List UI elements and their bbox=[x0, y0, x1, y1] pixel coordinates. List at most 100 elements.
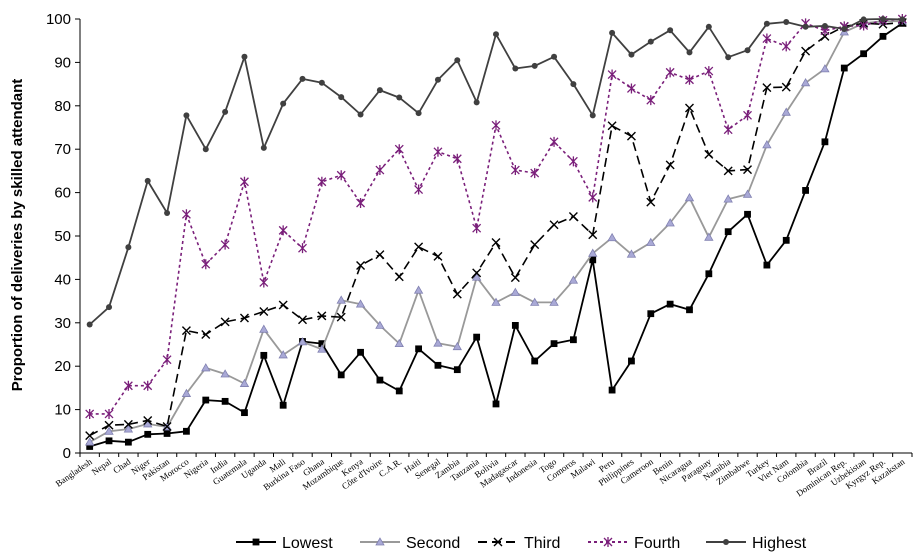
series-point-highest bbox=[570, 81, 577, 88]
series-point-highest bbox=[106, 304, 113, 311]
series-point-lowest bbox=[453, 366, 461, 374]
series-point-fourth bbox=[317, 176, 327, 187]
series-point-third bbox=[646, 197, 656, 207]
series-point-lowest bbox=[628, 357, 635, 365]
x-tick-label: C.A.R. bbox=[377, 456, 403, 479]
series-point-fourth bbox=[104, 408, 114, 419]
series-point-fourth bbox=[762, 33, 772, 44]
series-point-lowest bbox=[144, 430, 152, 438]
series-point-lowest bbox=[647, 310, 655, 318]
series-point-fourth bbox=[298, 243, 307, 254]
series-point-third bbox=[356, 261, 366, 271]
series-point-third bbox=[317, 311, 327, 321]
series-point-lowest bbox=[105, 437, 113, 445]
series-point-second bbox=[355, 299, 366, 308]
series-point-third bbox=[414, 242, 424, 252]
series-line-fourth bbox=[89, 18, 903, 415]
series-point-fourth bbox=[549, 136, 559, 147]
series-point-second bbox=[800, 77, 811, 87]
y-tick-label: 10 bbox=[54, 402, 71, 419]
series-point-highest bbox=[493, 31, 499, 38]
x-tick-label: Nepal bbox=[90, 456, 114, 477]
series-point-lowest bbox=[705, 270, 713, 278]
series-point-second bbox=[84, 437, 95, 446]
series-point-highest bbox=[899, 16, 906, 23]
series-point-fourth bbox=[723, 124, 733, 135]
series-point-second bbox=[762, 140, 772, 149]
series-point-highest bbox=[299, 75, 306, 82]
series-point-highest bbox=[686, 49, 693, 56]
series-point-second bbox=[607, 232, 617, 242]
y-tick-label: 40 bbox=[54, 271, 71, 288]
series-point-highest bbox=[841, 25, 848, 32]
series-point-third bbox=[801, 46, 811, 56]
series-point-second bbox=[723, 194, 733, 203]
series-point-highest bbox=[725, 54, 732, 61]
series-point-fourth bbox=[181, 209, 191, 220]
series-point-highest bbox=[125, 244, 132, 251]
series-point-fourth bbox=[162, 354, 172, 365]
series-point-second bbox=[452, 341, 462, 351]
series-point-third bbox=[433, 251, 443, 261]
series-point-second bbox=[123, 424, 134, 433]
series-point-fourth bbox=[472, 223, 482, 234]
legend-item-highest: Highest bbox=[706, 535, 807, 552]
series-point-highest bbox=[589, 112, 596, 119]
x-tick-label: Chad bbox=[111, 456, 133, 475]
series-point-third bbox=[491, 238, 501, 248]
legend-label-highest: Highest bbox=[752, 535, 807, 552]
series-line-third bbox=[89, 21, 903, 437]
series-point-lowest bbox=[163, 430, 171, 437]
legend-marker-third bbox=[493, 537, 503, 547]
series-point-third bbox=[85, 431, 95, 441]
series-point-fourth bbox=[123, 380, 133, 391]
series-point-second bbox=[375, 320, 385, 329]
series-point-second bbox=[278, 350, 288, 359]
series-line-highest bbox=[89, 18, 903, 326]
series-line-second bbox=[89, 20, 903, 443]
series-point-third bbox=[452, 289, 462, 299]
series-point-fourth bbox=[220, 239, 230, 250]
series-point-highest bbox=[280, 100, 287, 107]
series-point-lowest bbox=[241, 409, 248, 417]
series-point-lowest bbox=[337, 371, 345, 379]
series-point-fourth bbox=[240, 176, 249, 187]
series-point-third bbox=[375, 250, 385, 260]
series-point-third bbox=[123, 419, 133, 429]
series-point-lowest bbox=[744, 210, 751, 218]
series-point-second bbox=[104, 426, 114, 435]
legend-item-second: Second bbox=[360, 535, 460, 552]
series-point-lowest bbox=[395, 387, 403, 395]
series-point-second bbox=[336, 295, 346, 304]
series-point-highest bbox=[744, 47, 751, 54]
series-point-second bbox=[239, 378, 250, 387]
series-point-second bbox=[413, 285, 424, 294]
series-point-fourth bbox=[143, 380, 153, 391]
series-point-second bbox=[317, 344, 327, 353]
series-point-lowest bbox=[821, 138, 829, 146]
series-point-highest bbox=[609, 29, 616, 36]
series-point-third bbox=[259, 307, 269, 317]
series-point-third bbox=[472, 268, 482, 278]
series-point-fourth bbox=[201, 259, 211, 270]
legend-marker-fourth bbox=[603, 537, 613, 547]
series-point-lowest bbox=[550, 340, 558, 348]
series-point-lowest bbox=[511, 322, 519, 329]
series-point-fourth bbox=[743, 110, 752, 121]
y-tick-label: 20 bbox=[54, 358, 71, 375]
series-point-third bbox=[704, 149, 714, 159]
series-point-second bbox=[297, 337, 308, 346]
series-point-third bbox=[162, 422, 172, 432]
series-point-second bbox=[549, 297, 559, 306]
legend-label-third: Third bbox=[524, 535, 560, 552]
series-point-highest bbox=[628, 51, 635, 58]
series-point-highest bbox=[647, 38, 654, 45]
series-point-highest bbox=[473, 99, 480, 106]
series-point-third bbox=[530, 240, 540, 250]
series-point-lowest bbox=[124, 438, 132, 446]
series-point-third bbox=[762, 83, 772, 93]
series-point-second bbox=[665, 218, 675, 227]
series-point-highest bbox=[551, 53, 558, 60]
series-point-highest bbox=[357, 111, 364, 118]
